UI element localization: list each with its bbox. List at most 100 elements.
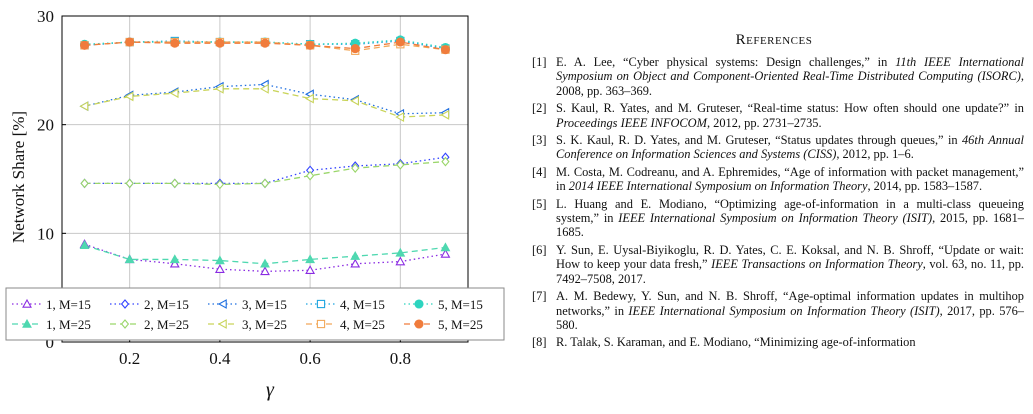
series-marker xyxy=(260,178,270,189)
reference-item: [6] Y. Sun, E. Uysal-Biyikoglu, R. D. Yat… xyxy=(524,243,1024,286)
series-marker xyxy=(22,298,32,308)
series-marker xyxy=(395,247,406,257)
series-marker xyxy=(305,254,316,264)
reference-number: [4] xyxy=(532,164,547,179)
series-marker xyxy=(260,266,270,276)
legend-label: 4, M=15 xyxy=(340,297,385,312)
reference-tail: , 2012, pp. 2731–2735. xyxy=(706,115,822,130)
reference-tail: , 2008, pp. 363–369. xyxy=(556,69,1024,98)
reference-tail: , 2012, pp. 1–6. xyxy=(836,147,914,162)
series-marker xyxy=(395,112,405,122)
reference-venue: 2014 IEEE International Symposium on Inf… xyxy=(568,179,868,194)
reference-text: S. Kaul, R. Yates, and M. Gruteser, “Rea… xyxy=(556,101,1024,116)
series-marker xyxy=(120,299,130,309)
legend-label: 5, M=15 xyxy=(438,297,483,312)
y-tick-label: 30 xyxy=(37,7,54,26)
series-marker xyxy=(350,258,361,268)
reference-text: A. M. Bedewy, Y. Sun, and N. B. Shroff, … xyxy=(556,289,1024,318)
reference-item: [4] M. Costa, M. Codreanu, and A. Ephremi… xyxy=(524,165,1024,194)
series-marker xyxy=(217,319,227,329)
series-marker xyxy=(440,242,451,252)
reference-number: [5] xyxy=(532,196,547,211)
reference-text: R. Talak, S. Karaman, and E. Modiano, “M… xyxy=(556,335,916,350)
reference-item: [3] S. K. Kaul, R. D. Yates, and M. Grute… xyxy=(524,133,1024,162)
series-marker xyxy=(350,95,359,106)
reference-tail: , 2017, pp. 576–580. xyxy=(556,303,1024,332)
references-section: References [1] E. A. Lee, “Cyber physical… xyxy=(524,0,1024,353)
series-marker xyxy=(170,38,180,48)
series-marker xyxy=(124,254,135,264)
legend-label: 5, M=25 xyxy=(438,317,483,332)
chart-legend: 1, M=15 2, M=15 3, M=15 4, M=15 5, M=15 1, M=… xyxy=(5,287,505,341)
series-marker xyxy=(350,251,361,260)
series-marker xyxy=(217,299,227,309)
reference-tail: , 2014, pp. 1583–1587. xyxy=(867,179,983,194)
legend-label: 3, M=15 xyxy=(242,297,287,312)
series-marker xyxy=(214,83,224,94)
reference-venue: IEEE Transactions on Information Theory xyxy=(711,257,923,272)
reference-item: [1] E. A. Lee, “Cyber physical systems: D… xyxy=(524,55,1024,98)
series-marker xyxy=(215,38,225,48)
series-marker xyxy=(440,45,450,55)
series-marker xyxy=(260,258,270,268)
series-marker xyxy=(351,163,360,173)
series-markers xyxy=(79,35,451,276)
series-marker xyxy=(80,40,90,50)
references-heading-text: References xyxy=(735,32,813,48)
x-axis-label: γ xyxy=(266,379,275,401)
reference-venue: IEEE International Symposium on Informat… xyxy=(628,303,940,318)
plot-frame xyxy=(61,15,469,343)
series-marker xyxy=(169,258,180,268)
series-marker xyxy=(440,248,451,258)
series-marker xyxy=(214,264,225,273)
reference-text: L. Huang and E. Modiano, “Optimizing age… xyxy=(556,196,1024,226)
axis-ticks: 0.2 0.4 0.6 0.8 0 10 20 30 xyxy=(37,7,411,368)
series-lines xyxy=(84,39,446,273)
x-tick-label: 0.8 xyxy=(390,349,411,368)
legend-box xyxy=(5,287,505,341)
series-marker xyxy=(124,91,134,102)
x-tick-label: 0.2 xyxy=(119,349,140,368)
series-marker xyxy=(125,37,135,47)
reference-item: [8] R. Talak, S. Karaman, and E. Modiano,… xyxy=(524,335,1024,349)
series-marker xyxy=(395,37,405,47)
series-marker xyxy=(350,44,360,54)
reference-item: [5] L. Huang and E. Modiano, “Optimizing … xyxy=(524,197,1024,240)
reference-text: E. A. Lee, “Cyber physical systems: Desi… xyxy=(556,55,896,69)
series-marker xyxy=(169,254,180,264)
x-tick-label: 0.4 xyxy=(209,349,231,368)
y-tick-label: 20 xyxy=(37,116,54,135)
references-heading: References xyxy=(524,32,1024,49)
series-marker xyxy=(395,256,406,266)
series-marker xyxy=(305,40,315,50)
reference-number: [2] xyxy=(532,101,547,116)
legend-label: 2, M=25 xyxy=(144,317,189,332)
series-marker xyxy=(22,318,32,328)
reference-venue: Proceedings IEEE INFOCOM xyxy=(556,115,707,130)
series-marker xyxy=(170,178,179,189)
reference-text: M. Costa, M. Codreanu, and A. Ephremides… xyxy=(556,164,1024,194)
legend-label: 4, M=25 xyxy=(340,317,385,332)
reference-item: [2] S. Kaul, R. Yates, and M. Gruteser, “… xyxy=(524,101,1024,130)
series-marker xyxy=(120,319,130,329)
series-marker xyxy=(316,299,326,309)
reference-venue: 11th IEEE International Symposium on Obj… xyxy=(556,55,1024,84)
reference-text: Y. Sun, E. Uysal-Biyikoglu, R. D. Yates,… xyxy=(556,242,1024,272)
reference-list: [1] E. A. Lee, “Cyber physical systems: D… xyxy=(524,55,1024,350)
series-line xyxy=(84,88,446,118)
y-tick-label: 0 xyxy=(46,333,55,352)
series-marker xyxy=(169,88,179,99)
reference-number: [3] xyxy=(532,133,547,148)
series-marker xyxy=(304,93,314,104)
series-marker xyxy=(260,38,270,48)
series-marker xyxy=(441,156,450,167)
reference-number: [7] xyxy=(532,289,547,304)
legend-label: 3, M=25 xyxy=(242,317,287,332)
series-marker xyxy=(80,178,89,189)
series-marker xyxy=(305,265,316,275)
reference-number: [8] xyxy=(532,335,547,350)
series-marker xyxy=(440,109,450,120)
reference-number: [6] xyxy=(532,242,547,257)
series-marker xyxy=(259,83,269,94)
